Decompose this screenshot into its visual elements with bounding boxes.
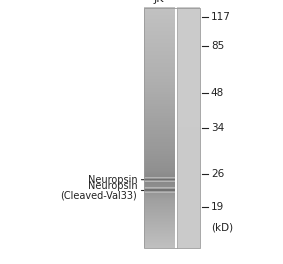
Text: 48: 48 [211,88,224,98]
Text: 26: 26 [211,169,224,179]
Text: (kD): (kD) [211,223,233,233]
Text: 117: 117 [211,12,231,22]
Text: 19: 19 [211,202,224,212]
Text: Neuropsin: Neuropsin [88,181,137,191]
Text: 85: 85 [211,41,224,51]
Text: Neuropsin: Neuropsin [88,175,137,185]
Bar [144,8,200,248]
Text: (Cleaved-Val33): (Cleaved-Val33) [61,190,137,200]
Text: JK: JK [153,0,164,4]
Text: 34: 34 [211,123,224,133]
